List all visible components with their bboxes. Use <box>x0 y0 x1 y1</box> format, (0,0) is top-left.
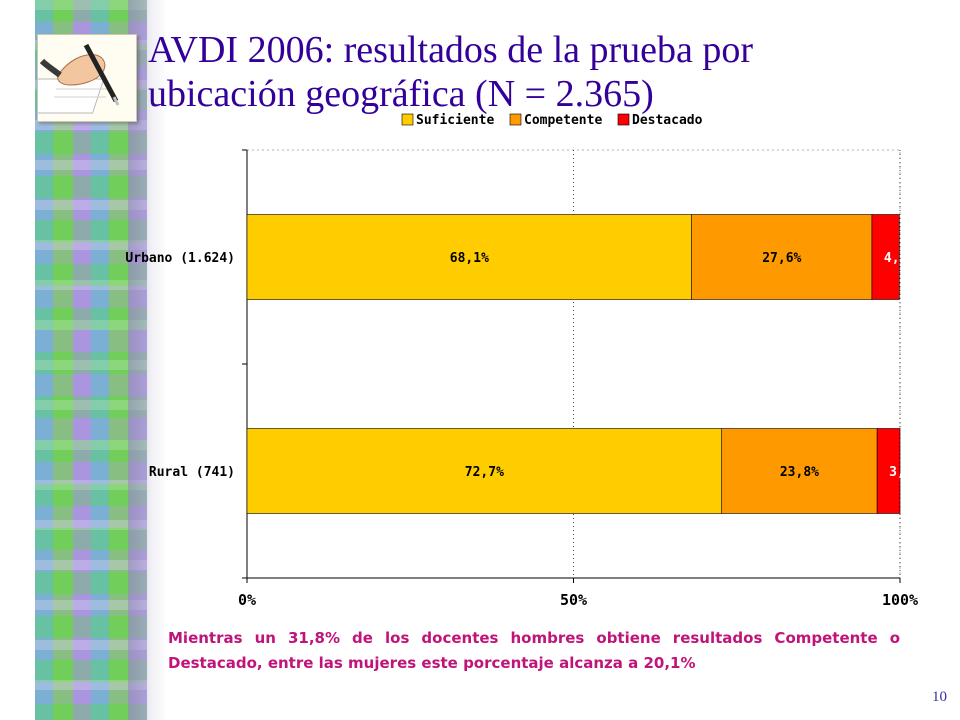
legend-swatch <box>617 113 630 126</box>
slide-title: AVDI 2006: resultados de la prueba por u… <box>148 28 928 116</box>
x-tick-label: 50% <box>560 591 587 609</box>
data-label: 27,6% <box>762 251 801 266</box>
slide-title-line-1: AVDI 2006: resultados de la prueba por <box>148 29 754 71</box>
y-tick-label: Urbano (1.624) <box>125 251 235 266</box>
legend-label: Destacado <box>632 113 703 128</box>
bar-segment <box>876 428 901 514</box>
hand-writing-icon <box>25 43 120 114</box>
bar-segment <box>871 214 900 300</box>
legend-swatch <box>509 113 522 126</box>
slide-title-line-2: ubicación geográfica (N = 2.365) <box>148 73 654 115</box>
legend-label: Competente <box>524 113 602 128</box>
page-number: 10 <box>932 689 947 705</box>
bar-segment <box>246 428 723 514</box>
legend-label: Suficiente <box>416 113 494 128</box>
legend-swatch <box>401 113 414 126</box>
data-label: 68,1% <box>450 251 489 266</box>
x-tick-label: 0% <box>238 591 256 609</box>
bar-segment <box>721 428 878 514</box>
bar-segment <box>246 214 692 300</box>
y-tick-label: Rural (741) <box>149 465 235 480</box>
slide-logo <box>25 34 137 122</box>
footnote-text: Mientras un 31,8% de los docentes hombre… <box>168 629 900 672</box>
x-tick-label: 100% <box>882 591 918 609</box>
data-label: 72,7% <box>465 465 504 480</box>
data-label: 23,8% <box>780 465 819 480</box>
data-label: 4,2% <box>884 251 915 266</box>
data-label: 3,5% <box>889 465 920 480</box>
bar-segment <box>691 214 873 300</box>
